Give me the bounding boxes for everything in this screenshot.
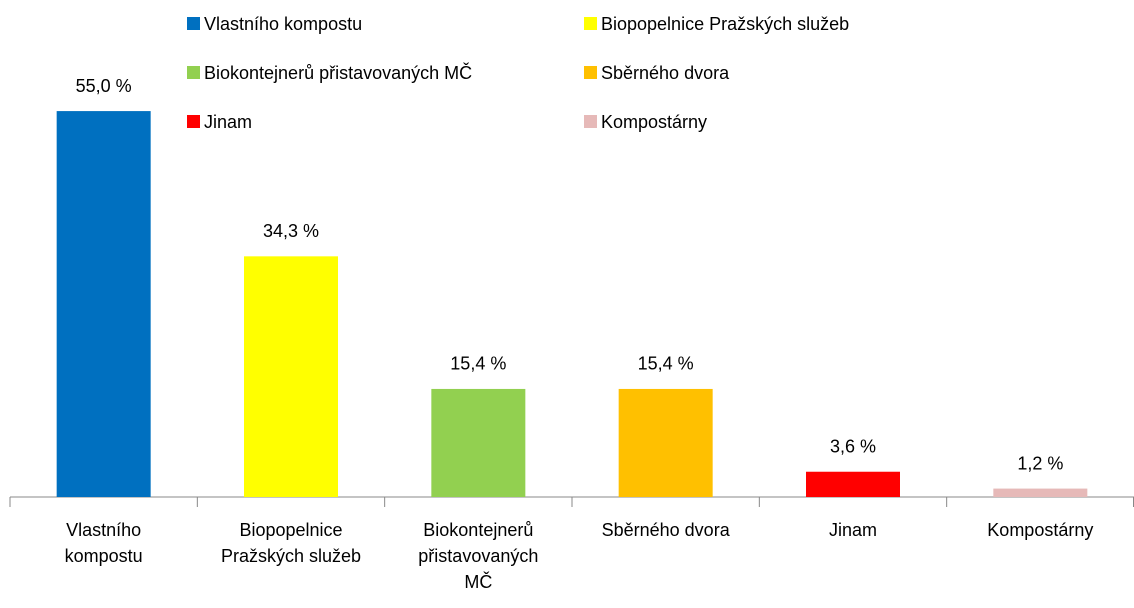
legend-swatch — [187, 66, 200, 79]
bar — [806, 471, 900, 497]
value-label: 34,3 % — [263, 221, 319, 241]
x-tick-label: Sběrného dvora — [601, 520, 730, 540]
legend-swatch — [187, 17, 200, 30]
legend-label: Vlastního kompostu — [204, 14, 362, 34]
x-tick-label: Biopopelnice Pražských služeb — [220, 520, 362, 566]
legend-swatch — [584, 17, 597, 30]
legend-label: Biokontejnerů přistavovaných MČ — [204, 62, 472, 83]
legend-swatch — [187, 115, 200, 128]
bar — [618, 388, 713, 497]
x-tick-label: Kompostárny — [987, 520, 1094, 540]
x-tick-label: Vlastního kompostu — [64, 520, 143, 566]
bar — [431, 388, 526, 497]
value-label: 55,0 % — [76, 76, 132, 96]
value-label: 1,2 % — [1017, 453, 1063, 473]
legend-swatch — [584, 115, 597, 128]
value-label: 3,6 % — [830, 436, 876, 456]
legend-label: Kompostárny — [601, 112, 707, 132]
legend-label: Jinam — [204, 112, 252, 132]
value-label: 15,4 % — [450, 354, 506, 374]
legend-label: Sběrného dvora — [601, 63, 730, 83]
legend-label: Biopopelnice Pražských služeb — [601, 14, 849, 34]
value-label: 15,4 % — [638, 354, 694, 374]
bar — [244, 256, 338, 497]
x-tick-label: Jinam — [828, 520, 877, 540]
bar — [993, 488, 1088, 497]
bar — [56, 111, 151, 497]
x-tick-label: Biokontejnerů přistavovaných MČ — [418, 520, 539, 592]
legend-swatch — [584, 66, 597, 79]
